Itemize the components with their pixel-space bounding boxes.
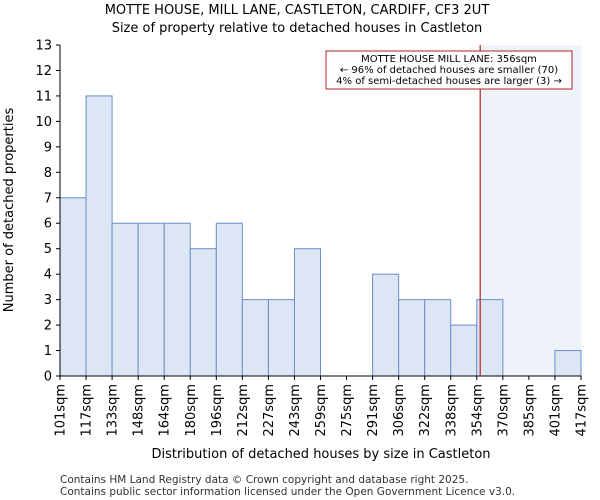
x-tick-label-133sqm: 133sqm [106,384,121,437]
y-tick-label-9: 9 [44,140,52,155]
x-tick-label-306sqm: 306sqm [392,384,407,437]
x-tick-label-148sqm: 148sqm [132,384,147,437]
y-tick-label-7: 7 [44,191,52,206]
bar-322sqm [424,299,452,377]
x-tick-label-291sqm: 291sqm [366,384,381,437]
bar-338sqm [450,324,478,377]
bar-180sqm [189,248,217,377]
x-tick-label-385sqm: 385sqm [522,384,537,437]
footer-line-2: Contains public sector information licen… [60,486,515,498]
y-tick-label-4: 4 [44,268,52,283]
x-tick-label-417sqm: 417sqm [575,384,590,437]
bar-212sqm [241,299,269,377]
y-axis-label: Number of detached properties [2,108,17,313]
bar-306sqm [398,299,426,377]
y-tick-label-3: 3 [44,293,52,308]
x-tick-label-196sqm: 196sqm [210,384,225,437]
y-tick-label-2: 2 [44,319,52,334]
x-tick-label-370sqm: 370sqm [496,384,511,437]
x-tick-label-180sqm: 180sqm [184,384,199,437]
x-tick-label-243sqm: 243sqm [288,384,303,437]
bar-101sqm [59,197,87,377]
x-ticks: 101sqm 117sqm 133sqm 148sqm 164sqm 180sqm 196s… [54,376,590,437]
y-tick-label-12: 12 [35,64,52,79]
bar-164sqm [163,222,191,377]
chart-title: MOTTE HOUSE, MILL LANE, CASTLETON, CARDI… [105,3,490,18]
x-tick-label-401sqm: 401sqm [548,384,563,437]
x-tick-label-322sqm: 322sqm [418,384,433,437]
y-tick-label-5: 5 [44,242,52,257]
bar-243sqm [293,248,322,377]
x-tick-label-259sqm: 259sqm [314,384,329,437]
x-tick-label-354sqm: 354sqm [470,384,485,437]
bar-148sqm [137,222,165,377]
bar-117sqm [85,95,113,377]
y-tick-label-10: 10 [35,115,52,130]
y-tick-label-11: 11 [35,89,52,104]
chart-subtitle: Size of property relative to detached ho… [112,21,483,36]
y-tick-label-1: 1 [44,344,52,359]
y-tick-label-0: 0 [44,370,52,385]
y-tick-label-6: 6 [44,217,52,232]
bar-133sqm [111,222,139,377]
footer-line-1: Contains HM Land Registry data © Crown c… [60,474,468,486]
bars [59,95,582,377]
x-tick-label-164sqm: 164sqm [158,384,173,437]
bar-401sqm [554,350,582,377]
x-tick-label-275sqm: 275sqm [340,384,355,437]
x-tick-label-117sqm: 117sqm [80,384,95,437]
annotation-box [325,50,573,90]
y-tick-label-13: 13 [35,39,52,54]
x-tick-label-338sqm: 338sqm [444,384,459,437]
bar-227sqm [267,299,295,377]
x-axis-label: Distribution of detached houses by size … [151,447,490,462]
bar-354sqm [476,299,504,377]
annotation-line-2: ← 96% of detached houses are smaller (70… [340,65,558,76]
annotation-line-1: MOTTE HOUSE MILL LANE: 356sqm [361,54,537,65]
x-tick-label-227sqm: 227sqm [262,384,277,437]
bar-196sqm [215,222,243,377]
bar-291sqm [372,273,400,377]
annotation-line-3: 4% of semi-detached houses are larger (3… [336,76,562,87]
x-tick-label-212sqm: 212sqm [236,384,251,437]
y-tick-label-8: 8 [44,166,52,181]
x-tick-label-101sqm: 101sqm [54,384,69,437]
